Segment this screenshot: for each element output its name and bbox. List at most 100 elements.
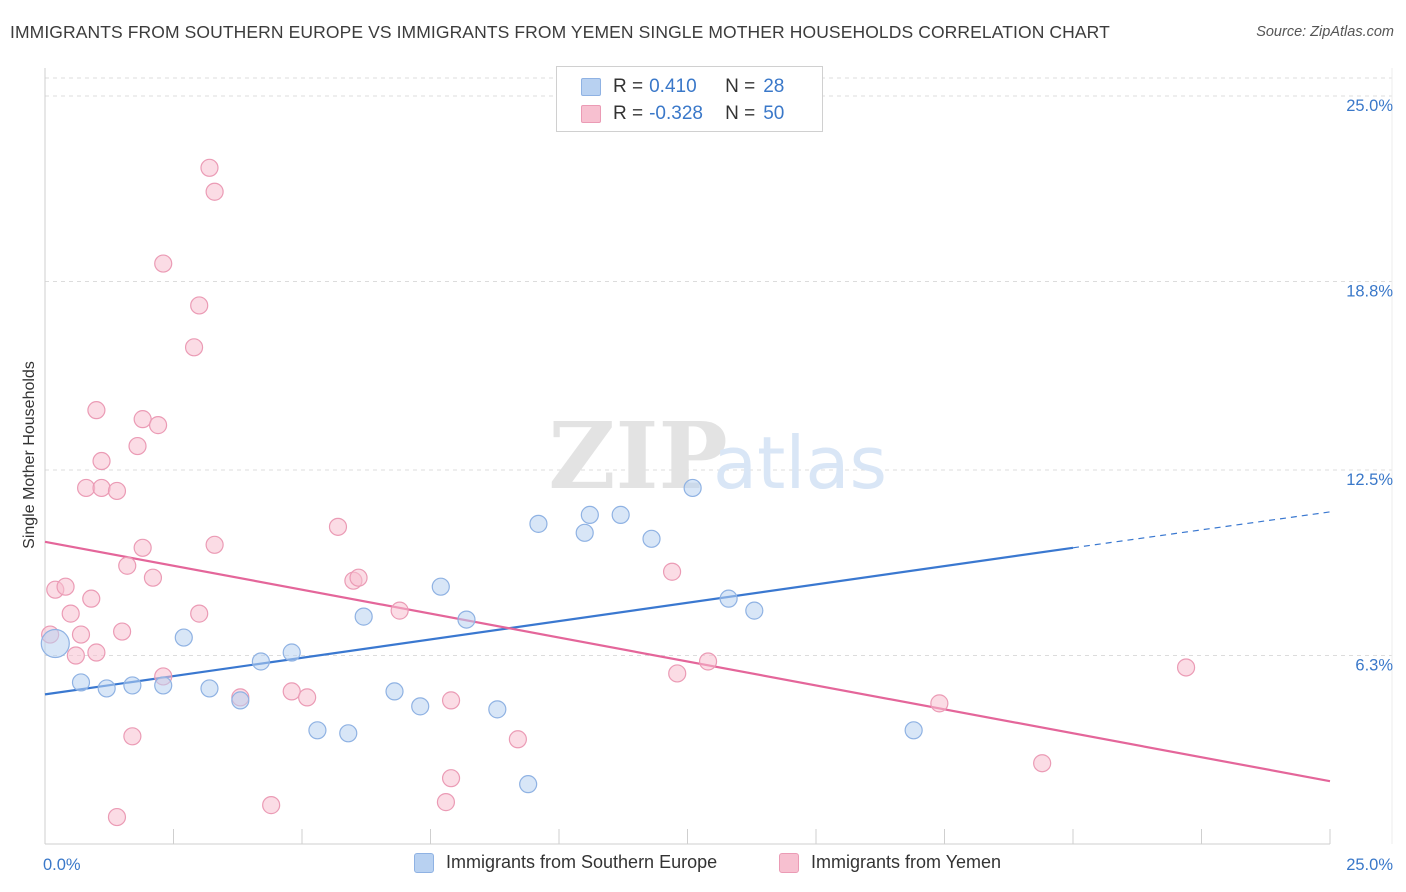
- data-point-yemen: [298, 688, 317, 707]
- data-point-yemen: [662, 562, 682, 581]
- y-tick-label: 25.0%: [1346, 97, 1393, 115]
- data-point-southern-europe: [575, 523, 594, 542]
- data-point-southern-europe: [611, 505, 630, 524]
- data-point-southern-europe: [488, 700, 507, 719]
- legend-n-label: N =: [725, 103, 756, 124]
- data-point-yemen: [82, 589, 101, 608]
- tick-label-layer: 6.3% 12.5% 18.8% 25.0% 0.0% 25.0%: [43, 97, 1393, 874]
- data-point-yemen: [92, 451, 111, 471]
- watermark-zip: ZIP: [548, 402, 727, 510]
- data-point-southern-europe: [308, 721, 327, 740]
- data-point-southern-europe: [174, 628, 193, 647]
- data-point-yemen: [328, 517, 348, 536]
- legend-swatch-pink: [581, 105, 601, 123]
- legend-row-southern-europe: R = 0.410 N = 28: [581, 75, 784, 99]
- data-point-southern-europe: [97, 679, 116, 698]
- data-point-yemen: [930, 694, 949, 713]
- data-point-yemen: [128, 436, 147, 456]
- data-point-yemen: [1176, 658, 1196, 677]
- data-point-southern-europe: [354, 607, 373, 626]
- data-point-southern-europe: [580, 505, 599, 524]
- data-point-southern-europe: [231, 691, 250, 710]
- legend-r-value: -0.328: [649, 103, 703, 124]
- data-point-yemen: [184, 338, 204, 357]
- data-point-southern-europe: [529, 514, 548, 533]
- data-point-yemen: [107, 807, 127, 827]
- data-point-yemen: [87, 401, 106, 420]
- data-point-yemen: [349, 568, 368, 587]
- data-point-yemen: [133, 538, 152, 557]
- data-point-southern-europe: [904, 721, 923, 740]
- data-point-yemen: [148, 416, 168, 435]
- correlation-legend: R = 0.410 N = 28 R = -0.328 N = 50: [556, 66, 823, 132]
- data-point-yemen: [112, 622, 132, 641]
- data-point-southern-europe: [339, 724, 358, 743]
- data-point-southern-europe: [431, 577, 450, 596]
- data-point-southern-europe: [457, 610, 476, 629]
- data-point-yemen: [282, 682, 301, 701]
- x-tick-label: 0.0%: [43, 856, 81, 874]
- data-point-yemen: [262, 796, 281, 815]
- data-point-yemen: [133, 410, 152, 429]
- data-point-yemen: [1033, 754, 1052, 773]
- trend-line-yemen: [44, 540, 1331, 783]
- series-legend-southern-europe[interactable]: Immigrants from Southern Europe: [414, 852, 717, 873]
- data-point-yemen: [668, 664, 687, 683]
- trend-layer: [44, 511, 1331, 783]
- data-point-yemen: [77, 478, 96, 498]
- grid-layer: [45, 77, 1392, 657]
- legend-n-value: 50: [763, 103, 785, 124]
- data-point-yemen: [92, 478, 111, 498]
- data-point-yemen: [200, 158, 219, 177]
- data-point-yemen: [441, 769, 461, 788]
- data-point-southern-europe: [282, 643, 301, 662]
- data-point-southern-europe: [385, 682, 404, 701]
- data-point-yemen: [205, 535, 224, 554]
- data-point-yemen: [56, 577, 75, 596]
- data-point-southern-europe: [719, 589, 738, 608]
- data-point-southern-europe: [40, 628, 70, 659]
- trend-extension-southern-europe: [1072, 511, 1331, 549]
- data-point-southern-europe: [123, 676, 142, 695]
- source-label: Source: ZipAtlas.com: [1256, 24, 1394, 40]
- data-point-southern-europe: [642, 529, 661, 548]
- points-layer: [40, 158, 1196, 827]
- data-point-yemen: [698, 652, 718, 671]
- series-swatch-pink: [779, 852, 799, 873]
- data-point-southern-europe: [200, 679, 219, 698]
- legend-r-label: R =: [613, 103, 644, 124]
- series-swatch-blue: [414, 852, 434, 873]
- data-point-yemen: [154, 254, 173, 273]
- data-point-southern-europe: [251, 652, 270, 671]
- x-tick-label: 25.0%: [1346, 856, 1393, 874]
- series-legend-label: Immigrants from Yemen: [811, 852, 1002, 872]
- series-legend-label: Immigrants from Southern Europe: [446, 852, 718, 872]
- trend-line-southern-europe: [44, 546, 1074, 696]
- data-point-southern-europe: [71, 673, 91, 692]
- data-point-yemen: [436, 793, 456, 812]
- legend-row-yemen: R = -0.328 N = 50: [581, 102, 784, 126]
- data-point-southern-europe: [683, 478, 702, 498]
- data-point-yemen: [66, 646, 85, 665]
- data-point-yemen: [441, 691, 461, 710]
- data-point-yemen: [190, 296, 209, 315]
- data-point-yemen: [123, 727, 142, 746]
- y-tick-label: 6.3%: [1355, 657, 1393, 675]
- data-point-yemen: [61, 604, 80, 623]
- y-tick-label: 12.5%: [1346, 471, 1393, 489]
- axis-layer: [44, 68, 1393, 845]
- series-legend-yemen[interactable]: Immigrants from Yemen: [779, 852, 1001, 873]
- data-point-southern-europe: [154, 676, 173, 695]
- legend-n-label: N =: [725, 76, 756, 97]
- data-point-yemen: [390, 601, 409, 620]
- data-point-yemen: [205, 182, 224, 201]
- data-point-southern-europe: [519, 775, 538, 794]
- legend-n-value: 28: [763, 76, 785, 97]
- data-point-yemen: [143, 568, 163, 587]
- data-point-yemen: [508, 730, 527, 749]
- series-legend: Immigrants from Southern Europe Immigran…: [0, 852, 1406, 878]
- watermark: ZIP atlas: [548, 402, 887, 510]
- data-point-yemen: [107, 481, 127, 501]
- legend-r-label: R =: [613, 76, 644, 97]
